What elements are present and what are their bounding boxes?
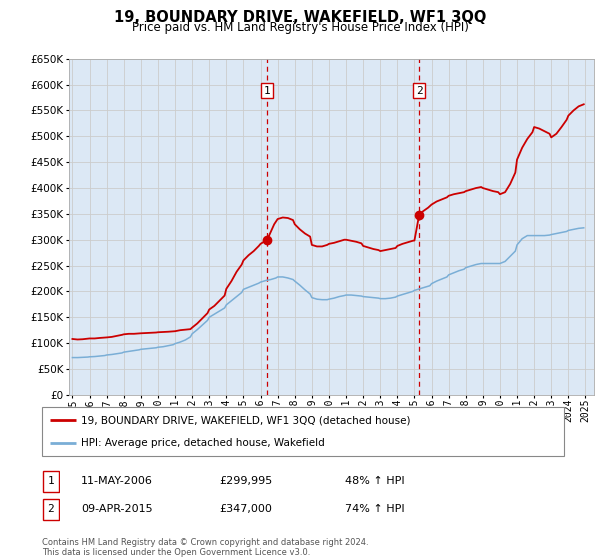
Text: £347,000: £347,000 [219,505,272,514]
Text: 11-MAY-2006: 11-MAY-2006 [81,477,153,486]
Text: 1: 1 [47,477,55,486]
Text: 09-APR-2015: 09-APR-2015 [81,505,152,514]
Text: 2: 2 [47,505,55,514]
Text: £299,995: £299,995 [219,477,272,486]
Text: 19, BOUNDARY DRIVE, WAKEFIELD, WF1 3QQ (detached house): 19, BOUNDARY DRIVE, WAKEFIELD, WF1 3QQ (… [81,416,410,426]
Text: Contains HM Land Registry data © Crown copyright and database right 2024.
This d: Contains HM Land Registry data © Crown c… [42,538,368,557]
Text: 1: 1 [263,86,270,96]
Text: 48% ↑ HPI: 48% ↑ HPI [345,477,404,486]
Bar [43,499,59,520]
Text: HPI: Average price, detached house, Wakefield: HPI: Average price, detached house, Wake… [81,438,325,448]
Text: Price paid vs. HM Land Registry's House Price Index (HPI): Price paid vs. HM Land Registry's House … [131,21,469,34]
Bar [43,471,59,492]
Text: 2: 2 [416,86,422,96]
Text: 74% ↑ HPI: 74% ↑ HPI [345,505,404,514]
Text: 19, BOUNDARY DRIVE, WAKEFIELD, WF1 3QQ: 19, BOUNDARY DRIVE, WAKEFIELD, WF1 3QQ [114,10,486,25]
